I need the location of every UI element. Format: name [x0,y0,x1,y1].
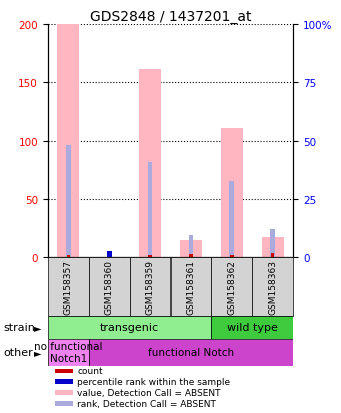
Text: functional Notch: functional Notch [148,347,234,357]
Text: ►: ► [34,347,42,357]
Bar [189,235,193,258]
Bar [252,258,293,316]
Text: no functional
Notch1: no functional Notch1 [34,342,102,363]
Bar [139,70,161,258]
Text: percentile rank within the sample: percentile rank within the sample [77,377,230,386]
Bar [148,255,152,258]
Bar [107,252,112,258]
Bar [89,339,293,366]
Bar [48,258,89,316]
Text: count: count [77,367,103,375]
Bar [55,369,73,373]
Bar [189,254,193,258]
Bar [211,258,252,316]
Bar [48,339,89,366]
Text: transgenic: transgenic [100,323,159,332]
Title: GDS2848 / 1437201_at: GDS2848 / 1437201_at [90,10,251,24]
Text: ►: ► [34,323,42,332]
Bar [262,238,284,258]
Bar [230,255,234,258]
Bar [270,230,275,258]
Bar [57,25,79,258]
Bar [55,380,73,384]
Bar [48,316,211,339]
Text: other: other [3,347,33,357]
Text: GSM158359: GSM158359 [146,259,154,314]
Text: GSM158360: GSM158360 [105,259,114,314]
Text: GSM158362: GSM158362 [227,259,236,314]
Bar [66,255,70,258]
Bar [211,316,293,339]
Bar [148,162,152,258]
Text: rank, Detection Call = ABSENT: rank, Detection Call = ABSENT [77,399,216,408]
Bar [55,390,73,395]
Bar [229,182,234,258]
Bar [221,128,243,258]
Text: GSM158357: GSM158357 [64,259,73,314]
Bar [66,146,71,258]
Bar [170,258,211,316]
Bar [55,401,73,406]
Bar [271,253,275,258]
Bar [89,258,130,316]
Text: GSM158361: GSM158361 [187,259,195,314]
Bar [180,240,202,258]
Bar [130,258,170,316]
Text: value, Detection Call = ABSENT: value, Detection Call = ABSENT [77,388,221,397]
Text: strain: strain [3,323,35,332]
Text: wild type: wild type [227,323,278,332]
Text: GSM158363: GSM158363 [268,259,277,314]
